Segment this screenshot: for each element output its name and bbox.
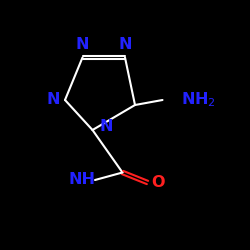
Text: N: N [100,119,113,134]
Text: N: N [118,38,132,52]
Text: N: N [46,92,60,108]
Text: NH$_2$: NH$_2$ [181,91,216,109]
Text: NH: NH [69,172,96,188]
Text: N: N [76,38,89,52]
Text: O: O [151,175,164,190]
